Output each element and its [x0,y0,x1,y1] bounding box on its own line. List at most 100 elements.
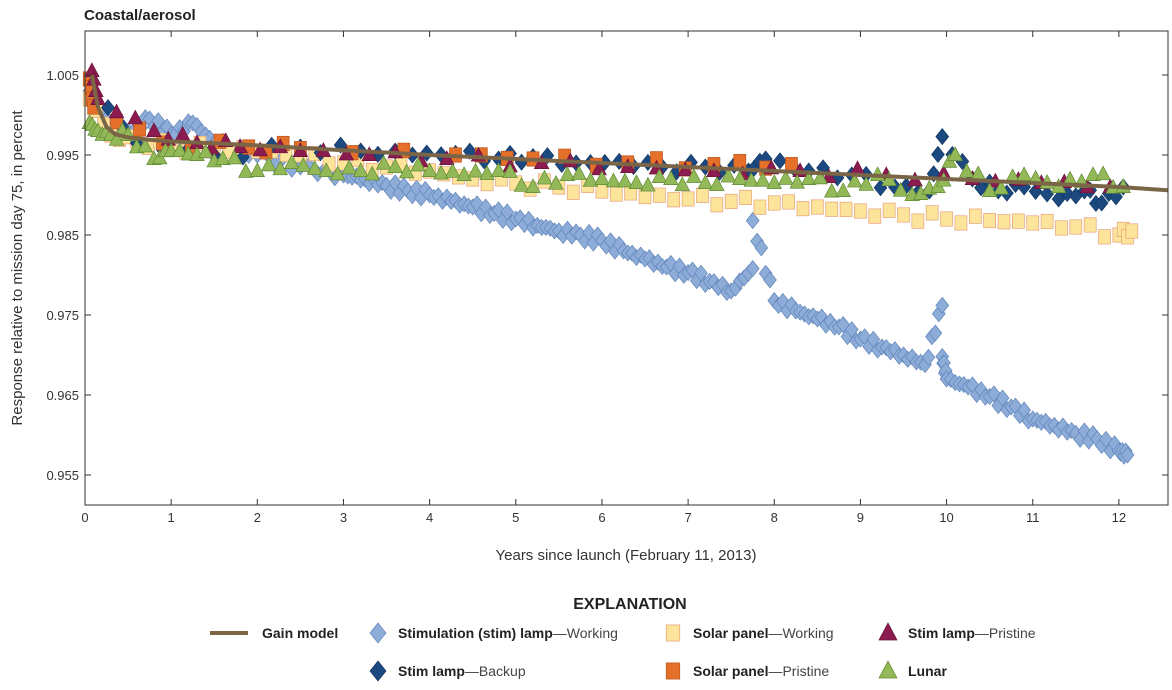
point-square [897,207,910,223]
point-diamond [931,145,945,164]
plot-frame [84,30,1169,506]
point-diamond [514,153,529,171]
legend-label: Stim lamp—Backup [398,663,526,679]
legend-label-bold: Stimulation (stim) lamp [398,625,553,641]
x-tick-label: 1 [168,510,175,525]
point-square [782,194,795,210]
point-diamond [1040,185,1054,203]
y-axis-label: Response relative to mission day 75, in … [9,110,26,426]
legend-label-light: —Working [768,625,833,641]
point-triangle [364,165,380,181]
x-tick-label: 11 [1026,510,1040,525]
point-diamond [754,239,769,257]
point-square [810,199,824,215]
point-triangle [456,166,472,181]
legend-item: Solar panel—Working [665,624,834,642]
x-tick-label: 8 [771,510,778,525]
point-diamond [935,128,950,146]
point-triangle [226,149,243,165]
point-triangle [272,160,289,176]
point-square [1055,220,1068,236]
legend-label-light: —Backup [465,663,526,679]
point-square [1125,223,1139,239]
point-square [796,201,810,217]
point-square [1040,213,1054,230]
point-triangle [858,176,874,191]
legend-label-bold: Solar panel [693,625,768,641]
point-square [566,184,580,200]
point-diamond [101,99,115,117]
point-triangle [171,142,188,157]
point-triangle [823,182,840,198]
legend-label-light: —Working [553,625,618,641]
y-tick-label: 1.005 [46,68,79,83]
point-square [696,187,709,203]
point-triangle [766,174,783,189]
legend-label-light: —Pristine [975,625,1036,641]
point-square [653,187,666,203]
legend-swatch-square [665,662,681,680]
point-triangle [479,165,495,180]
point-triangle [108,103,125,119]
point-triangle [789,173,806,189]
point-square [925,205,939,221]
plot-marks [81,62,1169,465]
point-triangle [640,176,656,192]
point-triangle [421,162,438,177]
point-triangle [261,156,277,172]
point-triangle [306,160,323,175]
point-triangle [709,176,725,192]
legend-label: Solar panel—Working [693,625,834,641]
axes: 0 1 2 3 4 5 6 7 8 9 10 11 120.9550.9650.9750.9850.99… [46,31,1168,525]
x-tick-label: 2 [254,510,261,525]
point-triangle [892,181,909,197]
point-triangle [375,154,392,170]
legend-swatch-diamond [369,660,387,682]
x-axis-label: Years since launch (February 11, 2013) [496,547,757,564]
legend-label-bold: Gain model [262,625,338,641]
point-square [681,191,695,207]
point-triangle [651,168,668,183]
point-diamond [844,321,859,339]
point-square [825,201,839,217]
x-tick-label: 9 [857,510,864,525]
point-square [739,189,752,205]
legend-label-bold: Lunar [908,663,947,679]
legend-item: Solar panel—Pristine [665,662,829,680]
point-diamond [694,264,708,282]
point-triangle [137,137,154,153]
point-triangle [812,169,828,185]
point-square [667,192,681,208]
point-triangle [433,164,449,180]
point-triangle [754,171,771,187]
point-triangle [536,169,553,185]
point-triangle [215,150,231,165]
point-square [753,199,767,215]
point-triangle [732,170,748,185]
point-diamond [921,348,936,366]
x-tick-label: 5 [512,510,519,525]
legend-item: Stimulation (stim) lamp—Working [369,622,618,644]
legend-swatch-diamond [369,622,387,644]
point-triangle [958,162,975,178]
point-triangle [697,174,714,189]
point-triangle [502,163,518,178]
legend-item: Lunar [878,660,947,679]
point-triangle [249,162,266,177]
point-diamond [928,324,943,342]
point-triangle [548,174,564,190]
point-triangle [743,171,760,187]
legend-label-bold: Stim lamp [908,625,975,641]
point-triangle [444,163,461,178]
point-diamond [745,212,760,230]
point-triangle [591,160,607,176]
legend-item: Gain model [210,625,338,641]
point-diamond [773,152,787,170]
point-triangle [398,163,415,179]
point-triangle [341,159,357,175]
point-triangle [352,162,369,177]
point-triangle [318,162,335,177]
point-diamond [745,260,760,278]
point-triangle [295,157,312,172]
y-tick-label: 0.995 [46,148,79,163]
